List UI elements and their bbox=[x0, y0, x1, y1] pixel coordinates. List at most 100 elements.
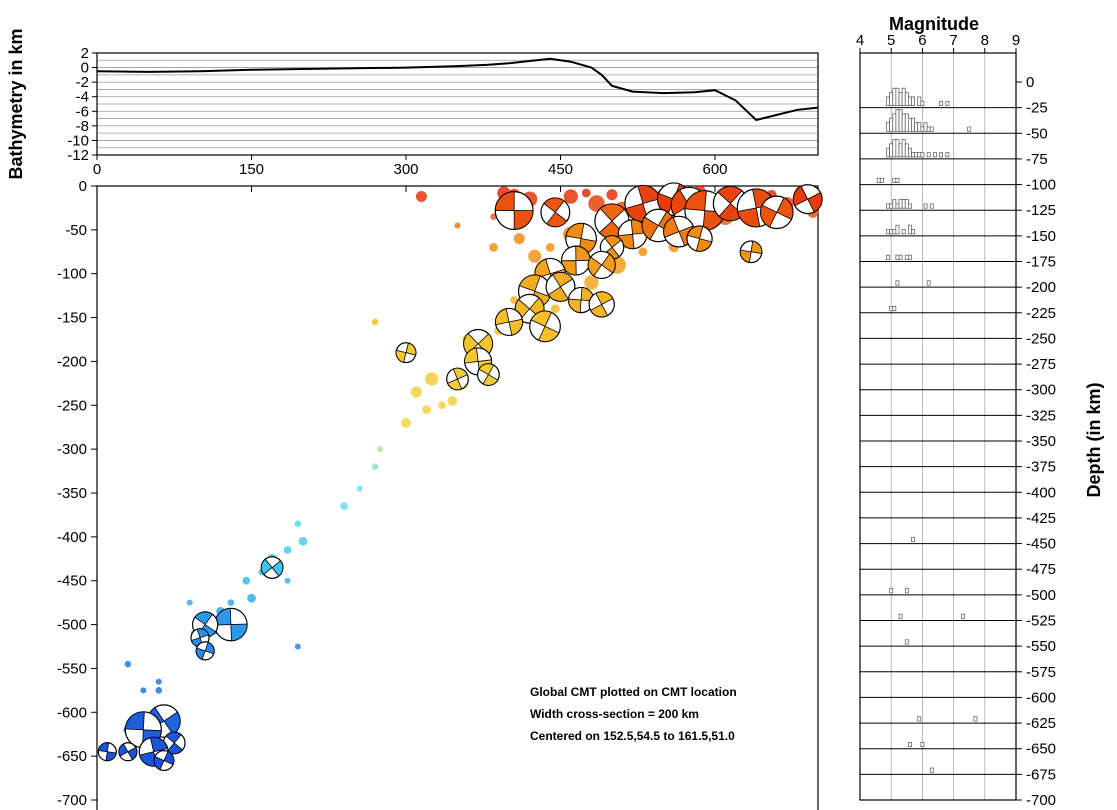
beachball-compressional-quadrant bbox=[739, 249, 752, 263]
beachball-compressional-quadrant bbox=[670, 189, 690, 216]
depth-y-tick-label: -550 bbox=[1026, 638, 1056, 655]
earthquake-event bbox=[438, 401, 446, 410]
beachball-compressional-quadrant bbox=[595, 291, 614, 305]
beachball-compressional-quadrant bbox=[118, 743, 129, 757]
earthquake-event bbox=[401, 417, 411, 428]
depth-y-tick-label: -150 bbox=[1026, 228, 1056, 245]
histogram-bar bbox=[889, 203, 894, 209]
histogram-bar bbox=[904, 254, 909, 260]
bathymetry-x-tick-label: 450 bbox=[548, 161, 573, 178]
cross-section-y-tick-label: -350 bbox=[57, 485, 87, 502]
histogram-bar bbox=[895, 177, 900, 183]
annotation-line-3: Centered on 152.5,54.5 to 161.5,51.0 bbox=[530, 729, 735, 743]
histogram-bar bbox=[917, 96, 922, 106]
histogram-bar bbox=[892, 113, 897, 132]
depth-cross-section-panel: 0 -50 -100 -150 -200 -250 -300 -350 -400 -450 -500… bbox=[57, 178, 823, 810]
beachball-compressional-quadrant bbox=[464, 347, 479, 364]
depth-y-tick-label: -400 bbox=[1026, 484, 1056, 501]
cross-section-y-tick-label: -50 bbox=[65, 222, 87, 239]
depth-y-tick-label: -200 bbox=[1026, 279, 1056, 296]
magnitude-histogram-panel: 4 5 6 7 8 9 0 -25 -50 -75 -100 -125 -150 -175 -200 -225… bbox=[856, 32, 1056, 809]
cross-section-y-tick-label: -600 bbox=[57, 704, 87, 721]
beachball-compressional-quadrant bbox=[538, 325, 560, 343]
bathymetry-y-tick-label: -6 bbox=[76, 103, 89, 120]
histogram-bar bbox=[911, 152, 915, 158]
depth-y-tick-label: -50 bbox=[1026, 125, 1048, 142]
cross-section-y-tick-label: -450 bbox=[57, 573, 87, 590]
histogram-bar bbox=[892, 229, 897, 235]
bathymetry-x-tick-label: 300 bbox=[393, 161, 418, 178]
histogram-bar bbox=[895, 224, 900, 235]
beachball-compressional-quadrant bbox=[478, 363, 495, 376]
beachball-compressional-quadrant bbox=[750, 240, 763, 254]
earthquake-event bbox=[489, 243, 498, 252]
histogram-bar bbox=[904, 143, 909, 158]
depth-y-tick-label: -125 bbox=[1026, 202, 1056, 219]
histogram-bar bbox=[889, 306, 894, 312]
histogram-bar bbox=[904, 92, 909, 106]
depth-y-tick-label: -100 bbox=[1026, 177, 1056, 194]
beachball-compressional-quadrant bbox=[195, 647, 206, 660]
earthquake-event bbox=[247, 593, 256, 603]
histogram-bar bbox=[911, 117, 915, 132]
histogram-bar bbox=[901, 87, 906, 106]
beachball-compressional-quadrant bbox=[196, 628, 210, 639]
histogram-bar bbox=[898, 92, 903, 106]
cross-section-y-tick-label: -700 bbox=[57, 792, 87, 809]
depth-y-tick-label: -675 bbox=[1026, 766, 1056, 783]
histogram-bar bbox=[895, 254, 900, 260]
earthquake-event bbox=[513, 233, 525, 245]
histogram-bar bbox=[889, 117, 894, 132]
histogram-bar bbox=[920, 100, 925, 106]
histogram-bar bbox=[911, 229, 915, 235]
depth-y-tick-label: -300 bbox=[1026, 382, 1056, 399]
beachball-compressional-quadrant bbox=[792, 185, 809, 207]
cross-section-y-tick-label: -400 bbox=[57, 529, 87, 546]
earthquake-event bbox=[528, 249, 542, 263]
beachball-compressional-quadrant bbox=[530, 310, 553, 327]
beachball-compressional-quadrant bbox=[452, 367, 468, 380]
depth-y-tick-label: -75 bbox=[1026, 151, 1048, 168]
magnitude-axis-title: Magnitude bbox=[889, 14, 979, 34]
earthquake-event bbox=[294, 520, 302, 527]
histogram-bar bbox=[889, 229, 894, 235]
beachball-compressional-quadrant bbox=[737, 207, 761, 228]
earthquake-event bbox=[227, 599, 235, 606]
histogram-bar bbox=[929, 126, 934, 132]
histogram-bar bbox=[911, 536, 915, 542]
focal-mechanism-beachball bbox=[395, 342, 417, 364]
annotation-line-2: Width cross-section = 200 km bbox=[530, 707, 699, 721]
histogram-bar bbox=[892, 306, 897, 312]
magnitude-x-tick-label: 7 bbox=[949, 32, 957, 49]
beachball-compressional-quadrant bbox=[165, 731, 182, 744]
earthquake-event bbox=[124, 660, 132, 668]
beachball-compressional-quadrant bbox=[124, 711, 145, 731]
histogram-bar bbox=[889, 92, 894, 106]
histogram-bar bbox=[886, 147, 890, 158]
earthquake-event bbox=[454, 222, 461, 229]
earthquake-event bbox=[584, 275, 599, 290]
earthquake-event bbox=[510, 296, 518, 304]
depth-axis-label: Depth (in km) bbox=[1084, 382, 1104, 497]
earthquake-event bbox=[638, 247, 648, 257]
histogram-bar bbox=[917, 716, 922, 722]
earthquake-event bbox=[425, 372, 439, 386]
histogram-bar bbox=[901, 113, 906, 132]
histogram-bar bbox=[932, 152, 937, 158]
beachball-compressional-quadrant bbox=[776, 197, 794, 220]
focal-mechanism-beachball bbox=[759, 195, 794, 230]
beachball-compressional-quadrant bbox=[546, 211, 568, 228]
histogram-bar bbox=[901, 199, 906, 209]
cross-section-frame bbox=[96, 185, 819, 810]
cross-section-y-tick-label: -100 bbox=[57, 266, 87, 283]
histogram-bar bbox=[886, 96, 890, 106]
histogram-bar bbox=[904, 588, 909, 594]
beachball-compressional-quadrant bbox=[127, 746, 138, 761]
focal-mechanism-beachball bbox=[162, 731, 186, 755]
focal-mechanism-beachball bbox=[567, 286, 595, 314]
depth-y-tick-label: 0 bbox=[1026, 74, 1034, 91]
earthquake-event bbox=[242, 576, 251, 585]
depth-y-tick-label: -650 bbox=[1026, 741, 1056, 758]
depth-y-tick-label: -525 bbox=[1026, 613, 1056, 630]
